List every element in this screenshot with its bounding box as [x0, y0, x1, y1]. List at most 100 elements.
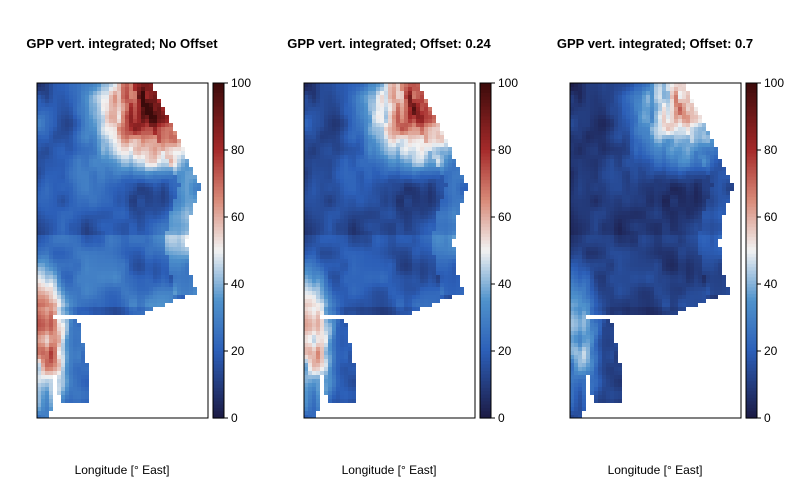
map-cell	[364, 103, 368, 107]
map-cell	[336, 127, 340, 131]
map-cell	[153, 99, 157, 103]
map-cell	[328, 183, 332, 187]
map-cell	[344, 327, 348, 331]
map-cell	[113, 239, 117, 243]
map-cell	[392, 83, 396, 87]
map-cell	[376, 259, 380, 263]
map-cell	[408, 171, 412, 175]
map-cell	[153, 259, 157, 263]
map-cell	[344, 303, 348, 307]
map-cell	[37, 219, 41, 223]
map-cell	[376, 91, 380, 95]
map-cell	[73, 299, 77, 303]
map-cell	[424, 111, 428, 115]
map-cell	[105, 291, 109, 295]
map-cell	[424, 155, 428, 159]
map-cell	[105, 235, 109, 239]
map-cell	[137, 159, 141, 163]
map-cell	[348, 123, 352, 127]
map-cell	[45, 99, 49, 103]
map-cell	[328, 303, 332, 307]
map-cell	[57, 259, 61, 263]
map-cell	[456, 183, 460, 187]
colorbar-segment	[213, 183, 224, 188]
map-cell	[356, 131, 360, 135]
map-cell	[181, 179, 185, 183]
map-cell	[145, 151, 149, 155]
map-cell	[69, 363, 73, 367]
map-cell	[392, 167, 396, 171]
map-cell	[360, 199, 364, 203]
map-cell	[169, 151, 173, 155]
map-cell	[153, 279, 157, 283]
map-cell	[77, 243, 81, 247]
map-cell	[420, 235, 424, 239]
map-cell	[177, 271, 181, 275]
map-cell	[137, 295, 141, 299]
map-cell	[165, 195, 169, 199]
map-cell	[412, 279, 416, 283]
map-cell	[400, 175, 404, 179]
map-cell	[380, 195, 384, 199]
map-cell	[81, 139, 85, 143]
map-cell	[344, 111, 348, 115]
map-cell	[37, 127, 41, 131]
map-cell	[304, 411, 308, 415]
map-cell	[352, 175, 356, 179]
map-cell	[165, 123, 169, 127]
map-cell	[404, 195, 408, 199]
map-cell	[388, 243, 392, 247]
map-cell	[360, 255, 364, 259]
map-cell	[408, 151, 412, 155]
map-cell	[73, 147, 77, 151]
colorbar-tick-label: 40	[231, 277, 245, 291]
map-cell	[320, 199, 324, 203]
map-cell	[340, 103, 344, 107]
map-cell	[392, 279, 396, 283]
map-cell	[69, 367, 73, 371]
map-cell	[45, 131, 49, 135]
map-cell	[352, 271, 356, 275]
map-cell	[404, 291, 408, 295]
map-cell	[141, 239, 145, 243]
map-cell	[392, 143, 396, 147]
map-cell	[416, 159, 420, 163]
map-cell	[145, 199, 149, 203]
map-cell	[444, 143, 448, 147]
map-cell	[448, 255, 452, 259]
map-cell	[320, 367, 324, 371]
map-cell	[37, 411, 41, 415]
map-cell	[85, 235, 89, 239]
map-cell	[41, 359, 45, 363]
map-cell	[185, 279, 189, 283]
map-cell	[336, 195, 340, 199]
map-cell	[436, 195, 440, 199]
map-cell	[117, 143, 121, 147]
map-cell	[384, 271, 388, 275]
map-cell	[113, 291, 117, 295]
map-cell	[117, 139, 121, 143]
map-cell	[320, 155, 324, 159]
map-cell	[53, 103, 57, 107]
map-cell	[41, 99, 45, 103]
map-cell	[161, 155, 165, 159]
map-cell	[424, 127, 428, 131]
map-cell	[89, 139, 93, 143]
map-cell	[400, 87, 404, 91]
panel-2-frame	[303, 82, 476, 419]
map-cell	[352, 243, 356, 247]
map-cell	[65, 355, 69, 359]
map-cell	[372, 147, 376, 151]
map-cell	[113, 267, 117, 271]
map-cell	[400, 107, 404, 111]
map-cell	[121, 107, 125, 111]
map-cell	[404, 287, 408, 291]
map-cell	[428, 203, 432, 207]
map-cell	[113, 287, 117, 291]
map-cell	[169, 167, 173, 171]
map-cell	[101, 103, 105, 107]
map-cell	[61, 311, 65, 315]
map-cell	[360, 83, 364, 87]
map-cell	[85, 187, 89, 191]
map-cell	[97, 147, 101, 151]
